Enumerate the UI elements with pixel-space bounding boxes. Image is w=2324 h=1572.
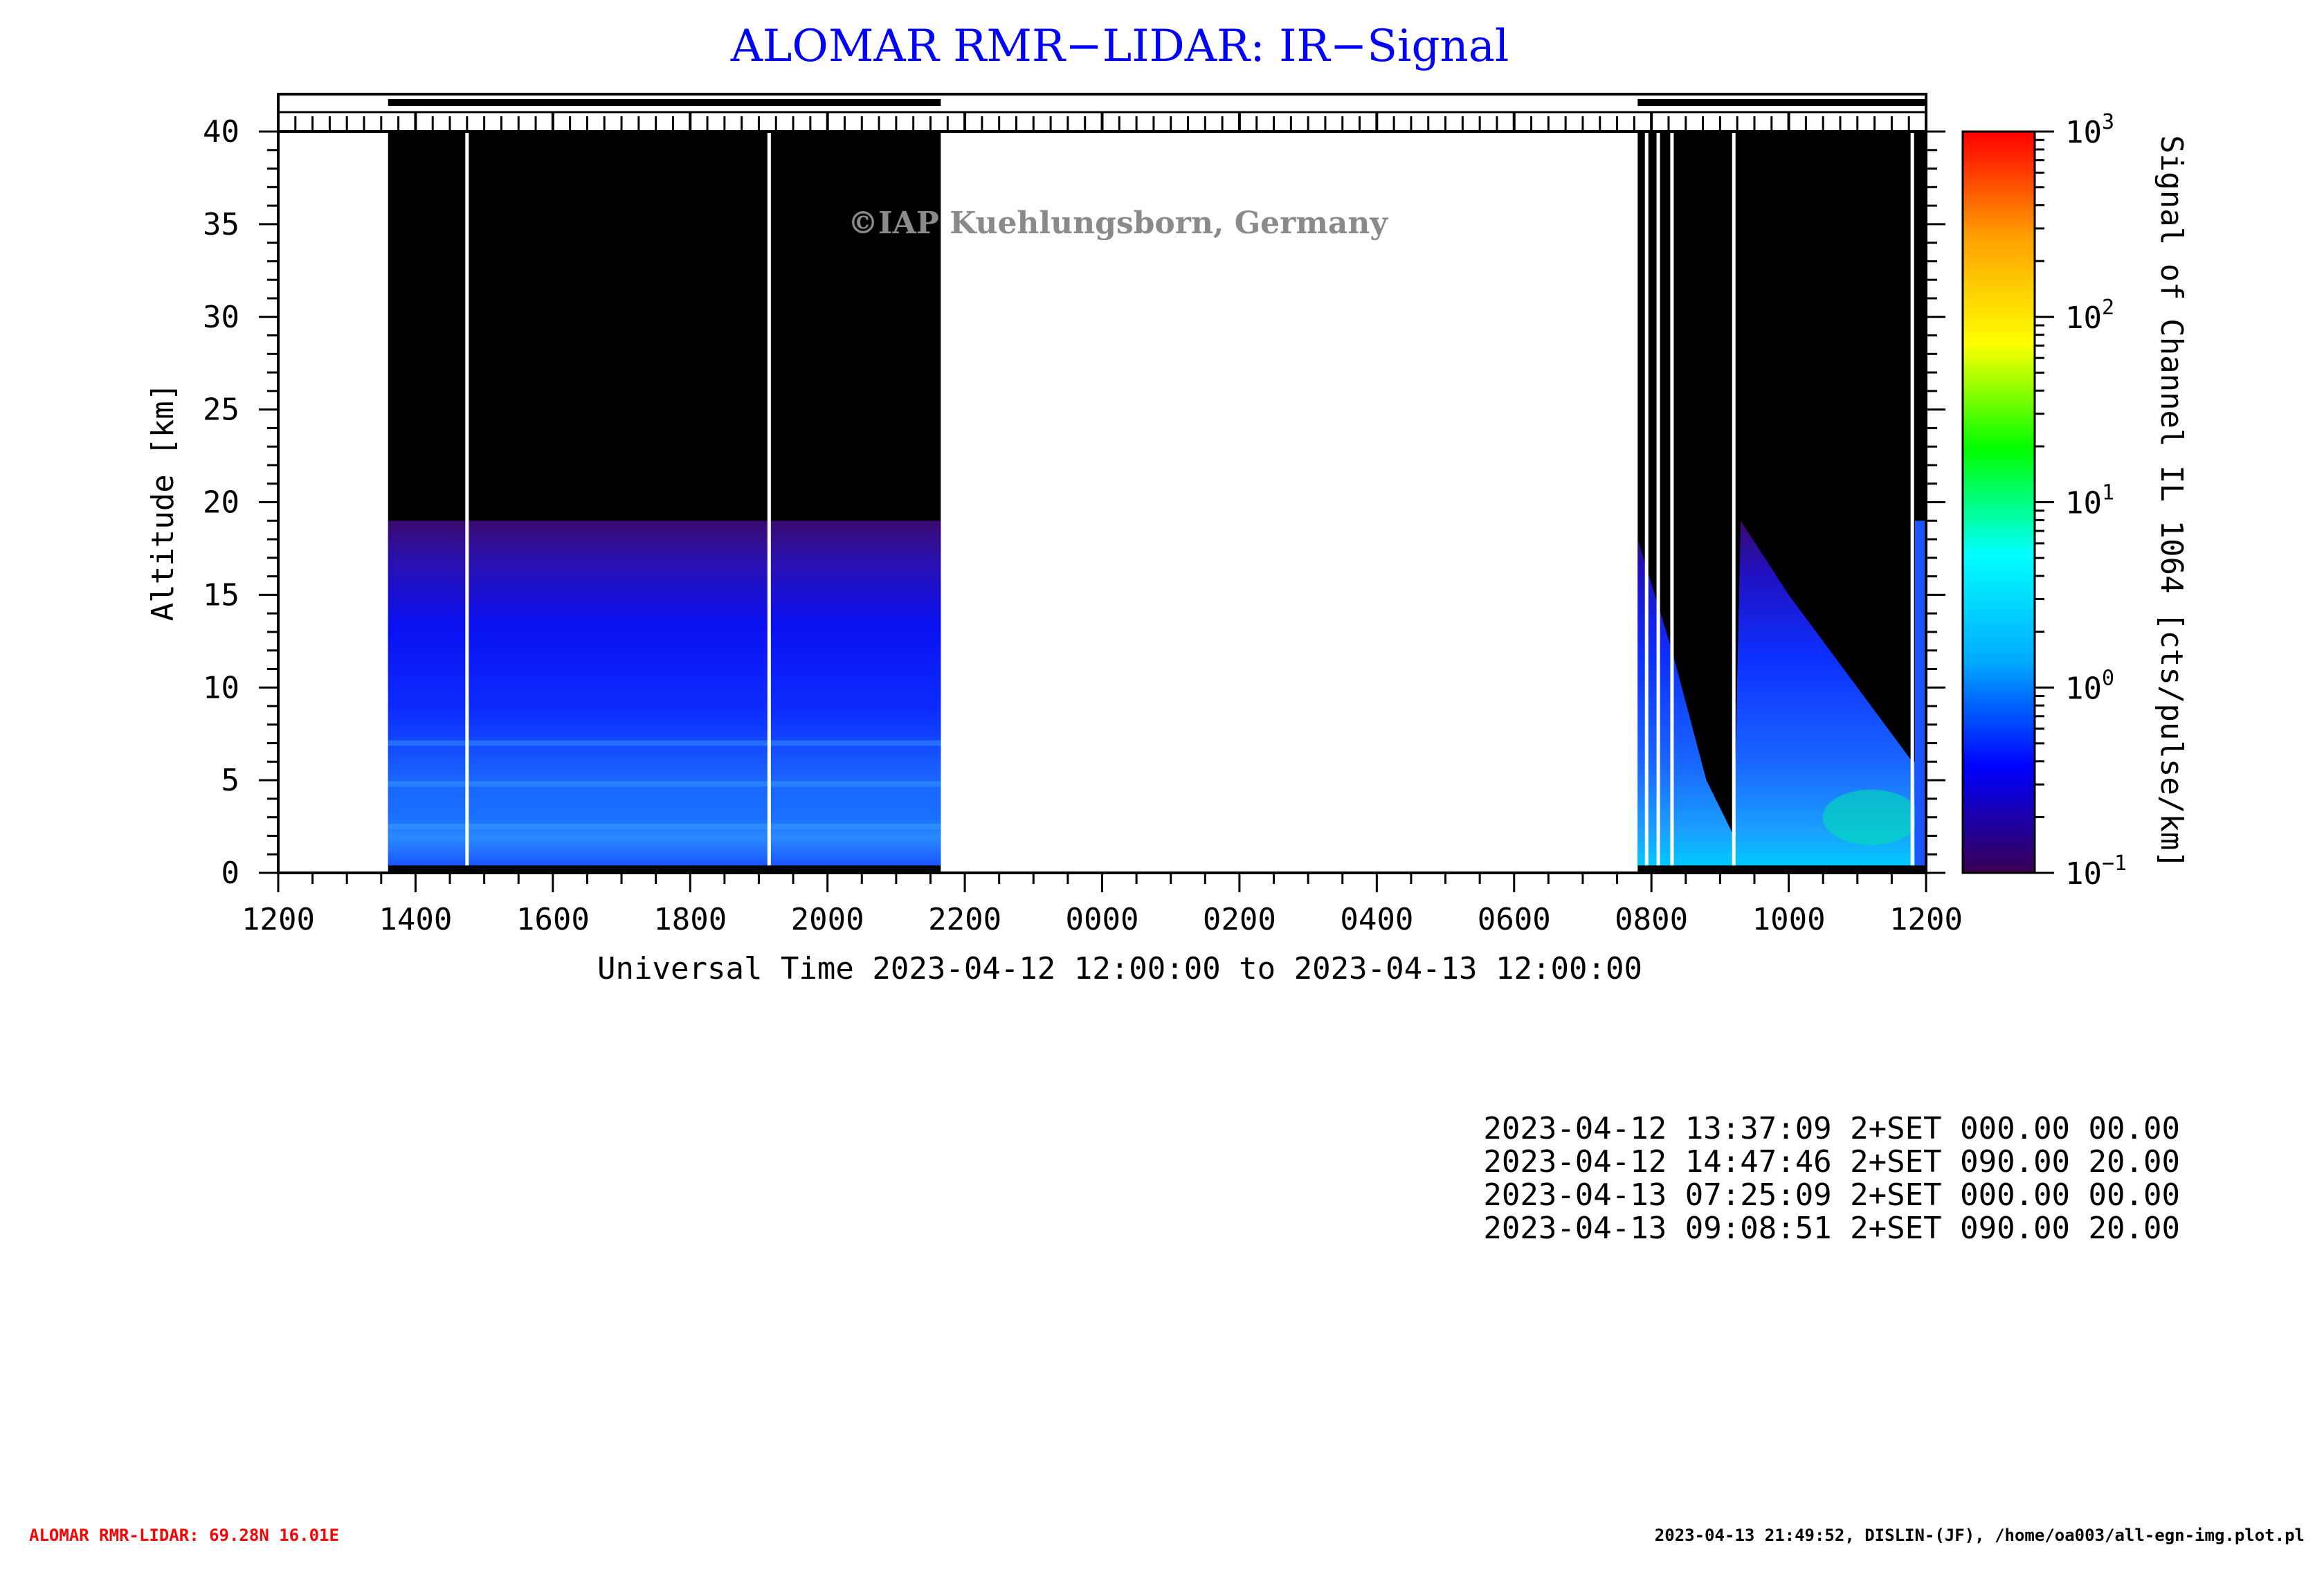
signal-layer xyxy=(388,824,941,830)
x-tick-label: 0600 xyxy=(1478,902,1551,937)
run-list: 2023-04-12 13:37:09 2+SET 000.00 00.00 2… xyxy=(1483,1111,2180,1246)
x-axis-label: Universal Time 2023-04-12 12:00:00 to 20… xyxy=(597,951,1642,986)
colorbar-tick-label: 100 xyxy=(2065,666,2114,706)
y-tick-label: 0 xyxy=(221,856,240,891)
watermark: ©IAP Kuehlungsborn, Germany xyxy=(848,206,1388,241)
x-tick-label: 0200 xyxy=(1203,902,1276,937)
colorbar-tick-label: 10−1 xyxy=(2065,851,2127,892)
x-tick-label: 1200 xyxy=(242,902,315,937)
x-tick-label: 1800 xyxy=(653,902,727,937)
chart-title: ALOMAR RMR−LIDAR: IR−Signal xyxy=(730,21,1509,72)
y-tick-label: 25 xyxy=(203,392,239,428)
x-tick-label: 0000 xyxy=(1066,902,1139,937)
axes: 1200 1400 1600 1800 2000 2200 0000 0200 0400 0600… xyxy=(203,114,1963,937)
strip-period-bar xyxy=(1637,99,1926,106)
signal-region xyxy=(388,521,941,866)
run-entry: 2023-04-12 13:37:09 2+SET 000.00 00.00 xyxy=(1483,1111,2180,1146)
x-tick-label: 1200 xyxy=(1889,902,1963,937)
footer-left: ALOMAR RMR-LIDAR: 69.28N 16.01E xyxy=(29,1526,339,1545)
y-tick-label: 35 xyxy=(203,207,239,242)
y-tick-label: 15 xyxy=(203,577,239,613)
run-entry: 2023-04-12 14:47:46 2+SET 090.00 20.00 xyxy=(1483,1144,2180,1180)
colorbar-bar xyxy=(1961,130,2036,874)
x-tick-label: 2200 xyxy=(928,902,1001,937)
signal-region xyxy=(1637,521,1915,866)
signal-region xyxy=(1915,521,1926,866)
y-axis-label: Altitude [km] xyxy=(145,383,181,621)
y-tick-label: 10 xyxy=(203,670,239,705)
x-tick-label: 1000 xyxy=(1752,902,1826,937)
x-tick-label: 1600 xyxy=(516,902,590,937)
measurement-strip xyxy=(277,93,1927,133)
x-tick-label: 2000 xyxy=(791,902,864,937)
x-tick-label: 1400 xyxy=(379,902,452,937)
colorbar-tick-label: 103 xyxy=(2065,110,2114,150)
colorbar: 10−1 100 101 102 103 xyxy=(1961,110,2127,892)
colorbar-tick-label: 102 xyxy=(2065,296,2114,336)
y-tick-label: 30 xyxy=(203,300,239,335)
colorbar-tick-label: 101 xyxy=(2065,481,2114,521)
y-tick-label: 5 xyxy=(221,763,240,798)
signal-layer xyxy=(388,740,941,746)
y-tick-label: 20 xyxy=(203,485,239,521)
colorbar-label: Signal of Channel IL 1064 [cts/pulse/km] xyxy=(2154,135,2189,869)
strip-period-bar xyxy=(388,99,941,106)
run-entry: 2023-04-13 09:08:51 2+SET 090.00 20.00 xyxy=(1483,1211,2180,1246)
run-entry: 2023-04-13 07:25:09 2+SET 000.00 00.00 xyxy=(1483,1177,2180,1213)
footer-right: 2023-04-13 21:49:52, DISLIN-(JF), /home/… xyxy=(1655,1526,2305,1545)
signal-hotspot xyxy=(1822,789,1920,845)
x-tick-label: 0800 xyxy=(1615,902,1688,937)
plot-area xyxy=(388,132,1926,873)
x-tick-label: 0400 xyxy=(1340,902,1413,937)
signal-layer xyxy=(388,781,941,787)
y-tick-label: 40 xyxy=(203,114,239,150)
